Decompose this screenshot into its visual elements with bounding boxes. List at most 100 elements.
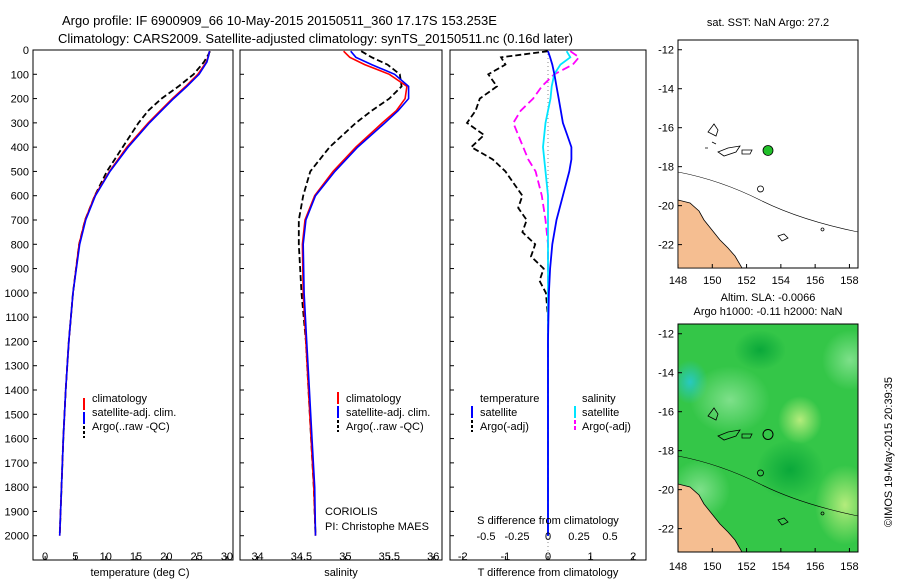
salinity-climatology-line xyxy=(301,50,408,536)
sla-map-title-line1: Altim. SLA: -0.0066 xyxy=(721,292,816,304)
temperature-tick-label: 25 xyxy=(191,551,203,563)
difference-legend: temperature satellite Argo(-adj) salinit… xyxy=(471,393,631,433)
diff-legend-s-satellite-label: satellite xyxy=(582,407,619,419)
salinity-axes-frame xyxy=(239,49,443,561)
sst-argo-position-marker xyxy=(762,145,774,156)
sla-map-title-line2: Argo h1000: -0.11 h2000: NaN xyxy=(693,306,842,318)
depth-tick-label: 2000 xyxy=(5,531,29,543)
imos-credit: ©IMOS 19-May-2015 20:39:35 xyxy=(883,377,895,527)
sst-islands xyxy=(705,123,825,242)
sst-map-panel: sat. SST: NaN Argo: 27.2 148 150 152 154 156… xyxy=(658,17,859,287)
depth-tick-label: 1200 xyxy=(5,336,29,348)
temperature-argo-line xyxy=(58,50,211,536)
depth-tick-label: 300 xyxy=(11,118,29,130)
temperature-tick-label: 20 xyxy=(160,551,172,563)
depth-tick-label: 1000 xyxy=(5,288,29,300)
depth-tick-label: 900 xyxy=(11,264,29,276)
diff-s-tick-label: -0.5 xyxy=(477,531,496,543)
map-x-tick-label: 150 xyxy=(703,561,721,573)
temperature-lines xyxy=(58,50,211,536)
map-x-tick-label: 158 xyxy=(840,561,858,573)
salinity-tick-label: 34.5 xyxy=(291,551,312,563)
salinity-argo-line xyxy=(297,50,403,536)
sla-argo-position-marker xyxy=(762,428,774,440)
diff-t-tick-label: -1 xyxy=(501,551,511,563)
temperature-tick-label: 15 xyxy=(130,551,142,563)
difference-s-ticks: -0.5 -0.25 0 0.25 0.5 xyxy=(477,531,618,543)
map-x-tick-label: 152 xyxy=(737,561,755,573)
map-x-tick-label: 150 xyxy=(703,275,721,287)
temperature-tick-label: 10 xyxy=(100,551,112,563)
salinity-legend: climatology satellite-adj. clim. Argo(..… xyxy=(337,392,430,433)
diff-s-tick-label: 0.5 xyxy=(602,531,617,543)
temperature-panel: 0 5 10 15 20 25 30 0 100 200 300 400 500 600 700 800 90… xyxy=(5,45,454,579)
difference-panel: -2 -1 0 1 2 -0.5 -0.25 0 0.25 0.5 S difference f… xyxy=(449,49,647,579)
map-y-tick-label: -18 xyxy=(658,162,674,174)
sla-heatmap xyxy=(678,324,858,552)
depth-tick-label: 1800 xyxy=(5,482,29,494)
depth-tick-label: 1600 xyxy=(5,434,29,446)
legend-argo-label: Argo(..raw -QC) xyxy=(92,421,170,433)
diff-legend-s-argo-label: Argo(-adj) xyxy=(582,421,631,433)
salinity-tick-label: 34 xyxy=(251,551,263,563)
temperature-tick-label: 5 xyxy=(72,551,78,563)
depth-tick-label: 1500 xyxy=(5,409,29,421)
sst-map-ticks: 148 150 152 154 156 158 -12 -14 -16 -18 -20 -22 xyxy=(658,45,859,287)
map-y-tick-label: -16 xyxy=(658,123,674,135)
diff-legend-temperature-heading: temperature xyxy=(480,393,539,405)
map-x-tick-label: 152 xyxy=(737,275,755,287)
depth-tick-label: 600 xyxy=(11,191,29,203)
diff-t-satellite-line xyxy=(547,50,573,536)
diff-t-tick-label: 1 xyxy=(588,551,594,563)
diff-t-tick-label: -2 xyxy=(458,551,468,563)
diff-s-satellite-line xyxy=(542,50,572,536)
temperature-tick-label: 0 xyxy=(42,551,48,563)
sla-australia-land xyxy=(678,483,743,552)
depth-tick-label: 700 xyxy=(11,215,29,227)
map-x-tick-label: 158 xyxy=(840,275,858,287)
depth-tick-label: 400 xyxy=(11,142,29,154)
figure-title-line2: Climatology: CARS2009. Satellite-adjuste… xyxy=(58,31,573,46)
map-y-tick-label: -20 xyxy=(658,485,674,497)
salinity-xlabel: salinity xyxy=(324,567,358,579)
sla-map-frame xyxy=(677,323,859,553)
map-y-tick-label: -18 xyxy=(658,446,674,458)
temperature-climatology-line xyxy=(58,51,211,536)
sla-map-panel: Altim. SLA: -0.0066 Argo h1000: -0.11 h2… xyxy=(658,292,859,573)
diff-t-tick-label: 2 xyxy=(630,551,636,563)
salinity-panel: 34 34.5 35 35.5 36 salinity climatology sate… xyxy=(239,49,443,579)
sal-legend-climatology-label: climatology xyxy=(346,393,402,405)
temperature-axes-frame xyxy=(32,49,234,561)
depth-tick-label: 200 xyxy=(11,94,29,106)
map-y-tick-label: -12 xyxy=(658,45,674,57)
sst-shelf-contour xyxy=(678,171,858,233)
salinity-tick-label: 35.5 xyxy=(379,551,400,563)
map-x-tick-label: 156 xyxy=(806,561,824,573)
map-x-tick-label: 148 xyxy=(669,275,687,287)
sst-australia-land xyxy=(678,199,743,268)
map-y-tick-label: -12 xyxy=(658,329,674,341)
map-y-tick-label: -14 xyxy=(658,84,674,96)
legend-satellite-label: satellite-adj. clim. xyxy=(92,407,176,419)
depth-tick-label: 1100 xyxy=(5,312,29,324)
salinity-tick-label: 36 xyxy=(427,551,439,563)
depth-tick-label: 1400 xyxy=(5,385,29,397)
depth-tick-label: 0 xyxy=(23,45,29,57)
depth-tick-label: 1700 xyxy=(5,458,29,470)
s-difference-xlabel: S difference from climatology xyxy=(477,515,619,527)
map-y-tick-label: -16 xyxy=(658,407,674,419)
diff-t-tick-label: 0 xyxy=(545,551,551,563)
figure-title-line1: Argo profile: IF 6900909_66 10-May-2015 … xyxy=(62,13,497,28)
depth-tick-label: 100 xyxy=(11,69,29,81)
difference-lines xyxy=(465,50,581,536)
salinity-satellite-line xyxy=(302,50,410,536)
sla-islands xyxy=(707,407,825,526)
depth-tick-label: 1300 xyxy=(5,361,29,373)
diff-t-argo-line xyxy=(465,50,549,536)
diff-s-tick-label: 0.25 xyxy=(568,531,589,543)
sal-legend-argo-label: Argo(..raw -QC) xyxy=(346,421,424,433)
map-x-tick-label: 154 xyxy=(772,561,790,573)
diff-s-tick-label: -0.25 xyxy=(504,531,529,543)
salinity-xticks: 34 34.5 35 35.5 36 xyxy=(251,551,439,563)
